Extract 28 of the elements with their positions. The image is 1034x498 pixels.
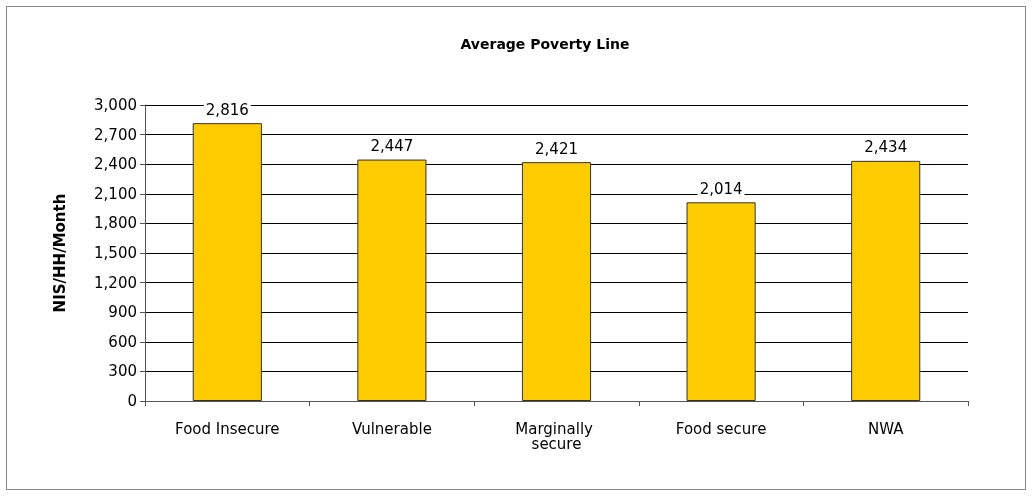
data-label: 2,434	[864, 138, 908, 157]
data-label: 2,816	[205, 100, 249, 119]
y-tick-label: 3,000	[94, 96, 137, 114]
y-tick-label: 900	[108, 303, 137, 322]
y-tick-label: 0	[127, 392, 137, 410]
chart-title: Average Poverty Line	[460, 36, 630, 52]
y-tick-label: 2,400	[94, 155, 137, 174]
y-tick-label: 2,700	[94, 125, 137, 144]
bar	[192, 123, 262, 401]
bar	[686, 202, 756, 401]
y-axis-title: NIS/HH/Month	[50, 193, 69, 313]
bar	[521, 162, 592, 401]
y-tick-label: 1,200	[94, 273, 137, 292]
x-tick-label: Marginally secure	[515, 419, 598, 453]
x-tick-label: NWA	[867, 419, 905, 438]
data-label: 2,447	[370, 137, 414, 156]
y-tick-label: 600	[108, 332, 137, 351]
data-label: 2,421	[535, 139, 578, 158]
y-tick-label: 300	[108, 362, 137, 381]
y-tick-label: 1,500	[94, 244, 137, 262]
data-label: 2,014	[699, 179, 743, 198]
bar	[357, 159, 427, 401]
y-tick-label: 2,100	[94, 184, 137, 203]
bar	[851, 160, 921, 401]
x-tick-label: Food secure	[675, 419, 767, 438]
y-tick-label: 1,800	[94, 214, 137, 233]
x-tick-label: Vulnerable	[351, 419, 432, 438]
x-tick-label: Food Insecure	[175, 419, 280, 438]
